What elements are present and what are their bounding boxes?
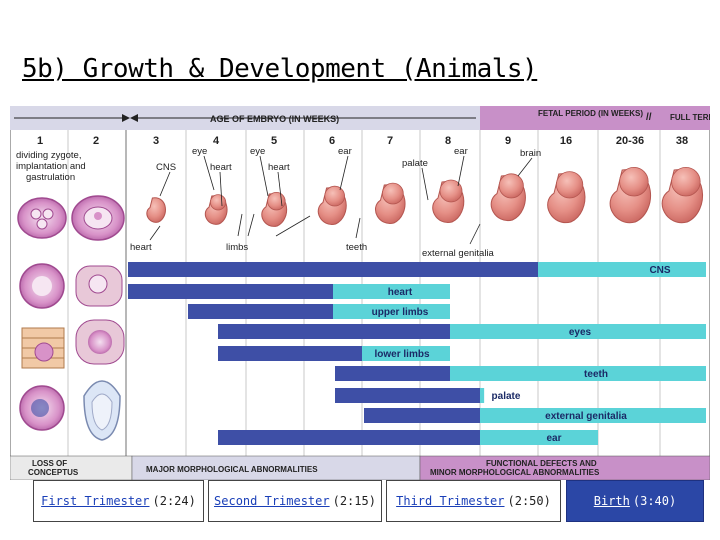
- bar-label: teeth: [584, 369, 608, 380]
- birth-button[interactable]: Birth (3:40): [566, 480, 704, 522]
- week-number: 4: [213, 135, 220, 147]
- label-ear-wk8: ear: [454, 146, 468, 157]
- page-title: 5b) Growth & Development (Animals): [22, 54, 538, 84]
- bar-major: [128, 284, 333, 299]
- embryo-head: [267, 191, 286, 211]
- week-number: 7: [387, 135, 393, 147]
- label-limbs: limbs: [226, 242, 248, 253]
- week-number: 38: [676, 135, 688, 147]
- bar-minor: [362, 346, 450, 361]
- second-trimester-button[interactable]: Second Trimester (2:15): [208, 480, 382, 522]
- third-trimester-link[interactable]: Third Trimester: [396, 494, 505, 508]
- header-fetal-bg: [480, 106, 710, 130]
- bar-label: external genitalia: [545, 411, 627, 422]
- embryo-head: [210, 194, 227, 211]
- label-cns: CNS: [156, 162, 176, 173]
- embryo-head: [381, 182, 404, 205]
- label-heart-wk5: heart: [268, 162, 290, 173]
- embryo-head: [439, 179, 463, 203]
- bar-major: [364, 408, 480, 423]
- bar-minor: [480, 388, 485, 403]
- bar-major: [218, 346, 362, 361]
- week-number: 3: [153, 135, 159, 147]
- week-number: 1: [37, 135, 43, 147]
- development-chart-figure: AGE OF EMBRYO (IN WEEKS) FETAL PERIOD (I…: [10, 106, 710, 480]
- development-chart-svg: AGE OF EMBRYO (IN WEEKS) FETAL PERIOD (I…: [10, 106, 710, 480]
- bar-minor: [450, 366, 706, 381]
- footer-minor-label: FUNCTIONAL DEFECTS AND MINOR MORPHOLOGIC…: [430, 459, 600, 477]
- footer-minor-bg: [419, 455, 710, 480]
- bar-minor: [480, 408, 706, 423]
- bar-major: [188, 304, 333, 319]
- embryo-head: [619, 166, 649, 197]
- embryo-head: [498, 173, 524, 199]
- embryo-head: [671, 166, 701, 197]
- bar-label: upper limbs: [372, 307, 429, 318]
- birth-time: (3:40): [632, 494, 677, 508]
- embryo-head: [555, 171, 584, 199]
- week-number: 2: [93, 135, 99, 147]
- label-eye-wk4: eye: [192, 146, 207, 157]
- bar-label: CNS: [649, 265, 670, 276]
- label-brain: brain: [520, 148, 541, 159]
- early-stage-illustrations: [17, 195, 125, 441]
- first-trimester-time: (2:24): [152, 494, 196, 508]
- label-ear-wk6: ear: [338, 146, 352, 157]
- second-trimester-time: (2:15): [332, 494, 376, 508]
- first-trimester-link[interactable]: First Trimester: [41, 494, 150, 508]
- bar-label: heart: [388, 287, 413, 298]
- week-number: 6: [329, 135, 335, 147]
- label-dividing-zygote: dividing zygote, implantation and gastru…: [16, 150, 88, 183]
- week-number: 20-36: [616, 135, 644, 147]
- header-break: //: [646, 112, 652, 123]
- bar-minor: [333, 284, 450, 299]
- footer-loss-bg: [10, 455, 133, 480]
- label-heart-wk4: heart: [210, 162, 232, 173]
- bar-label: eyes: [569, 327, 592, 338]
- bar-minor: [538, 262, 706, 277]
- week-numbers: 1 2 3 4 5 6 7 8 9 16 20-36 38: [37, 135, 688, 147]
- second-trimester-link[interactable]: Second Trimester: [214, 494, 330, 508]
- bar-minor: [333, 304, 450, 319]
- label-teeth-low: teeth: [346, 242, 367, 253]
- week-number: 16: [560, 135, 572, 147]
- bar-label: palate: [492, 391, 521, 402]
- bar-label: lower limbs: [374, 349, 429, 360]
- birth-link[interactable]: Birth: [593, 494, 630, 508]
- bar-major: [218, 324, 450, 339]
- header-arrowhead-left: [122, 114, 130, 122]
- timeline-bars: CNS heart upper limbs eyes lower limbs teeth p…: [128, 262, 706, 445]
- bar-minor: [480, 430, 598, 445]
- embryo-illustrations: [146, 166, 704, 227]
- embryo-head: [324, 185, 346, 207]
- first-trimester-button[interactable]: First Trimester (2:24): [33, 480, 204, 522]
- bar-major: [335, 366, 450, 381]
- footer-major-bg: [131, 455, 421, 480]
- bar-label: ear: [546, 433, 561, 444]
- week-number: 8: [445, 135, 451, 147]
- week-number: 5: [271, 135, 277, 147]
- footer-major-label: MAJOR MORPHOLOGICAL ABNORMALITIES: [146, 465, 318, 474]
- footer-loss-label: LOSS OF CONCEPTUS: [28, 459, 79, 477]
- week-number: 9: [505, 135, 511, 147]
- bar-minor: [450, 324, 706, 339]
- label-external-genitalia: external genitalia: [422, 248, 495, 259]
- third-trimester-time: (2:50): [507, 494, 551, 508]
- pointer-lines: [149, 155, 533, 245]
- header-embryo-label: AGE OF EMBRYO (IN WEEKS): [210, 114, 339, 124]
- bar-major: [128, 262, 538, 277]
- header-arrowhead-right: [130, 114, 138, 122]
- bar-major: [218, 430, 480, 445]
- label-eye-wk5: eye: [250, 146, 265, 157]
- label-palate: palate: [402, 158, 428, 169]
- label-heart-low: heart: [130, 242, 152, 253]
- header-fetal-label: FETAL PERIOD (IN WEEKS): [538, 109, 643, 118]
- header-full-term: FULL TERM: [670, 113, 710, 122]
- third-trimester-button[interactable]: Third Trimester (2:50): [386, 480, 561, 522]
- embryo-body: [146, 197, 166, 223]
- bar-major: [335, 388, 480, 403]
